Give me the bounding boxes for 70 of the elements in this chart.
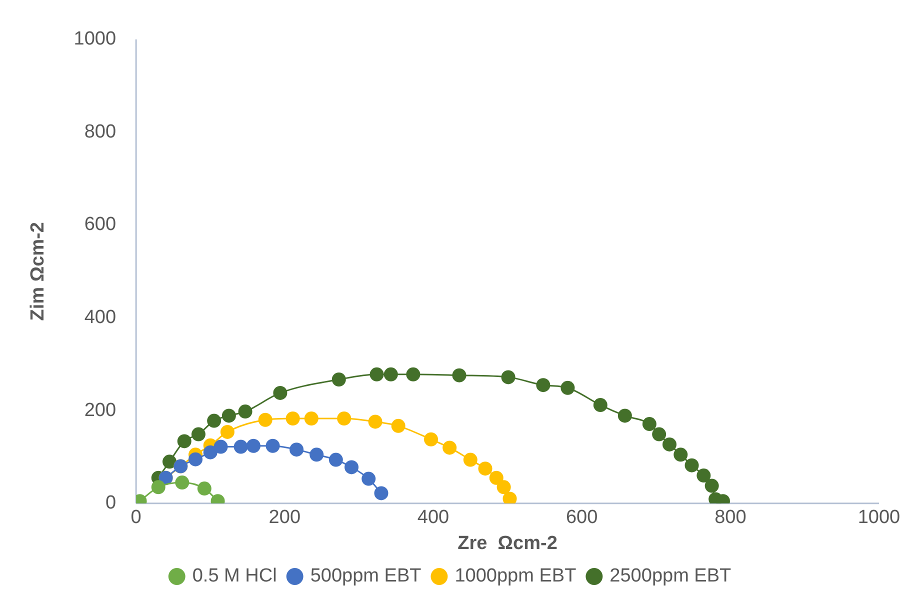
point <box>463 452 478 467</box>
point <box>374 486 388 500</box>
legend-label: 500ppm EBT <box>310 566 422 587</box>
point <box>684 458 699 472</box>
point <box>536 378 550 392</box>
point <box>162 454 176 469</box>
point <box>674 448 688 462</box>
point <box>234 440 248 454</box>
point <box>618 408 632 423</box>
y-axis-title: Zim Ωcm-2 <box>28 222 49 321</box>
legend-label: 1000ppm EBT <box>454 566 577 587</box>
point <box>489 470 504 485</box>
legend-label: 0.5 M HCl <box>192 566 277 587</box>
point <box>406 367 420 382</box>
point <box>328 452 343 467</box>
point <box>424 432 438 446</box>
point <box>442 440 457 455</box>
point <box>391 418 406 433</box>
point <box>197 482 212 496</box>
point <box>177 434 192 448</box>
x-tick-label: 1000 <box>858 507 900 528</box>
y-tick-label: 800 <box>84 121 116 142</box>
point <box>258 412 272 427</box>
point <box>304 411 318 426</box>
point <box>704 478 719 493</box>
y-tick-label: 400 <box>84 307 116 328</box>
point <box>273 386 288 400</box>
point <box>290 442 304 457</box>
point <box>266 438 280 453</box>
legend-label: 2500ppm EBT <box>610 566 732 587</box>
point <box>642 417 656 432</box>
x-tick-label: 800 <box>714 507 746 528</box>
point <box>384 367 398 382</box>
point <box>332 372 346 387</box>
point <box>191 427 206 442</box>
point <box>337 411 352 426</box>
point <box>175 476 190 490</box>
point <box>246 438 260 453</box>
x-tick-label: 600 <box>566 507 598 528</box>
point <box>478 462 492 476</box>
y-tick-label: 200 <box>84 400 116 421</box>
point <box>286 411 300 426</box>
point <box>238 404 252 419</box>
point <box>151 480 166 494</box>
point <box>222 408 236 423</box>
x-tick-label: 400 <box>417 507 450 528</box>
point <box>344 460 359 474</box>
point <box>593 398 608 412</box>
point <box>207 414 222 428</box>
point <box>370 367 384 382</box>
point <box>368 414 382 429</box>
point <box>496 480 511 494</box>
point <box>662 437 676 452</box>
x-tick-label: 0 <box>130 507 142 528</box>
x-tick-label: 200 <box>268 507 301 528</box>
point <box>310 448 324 462</box>
point <box>652 427 666 442</box>
point <box>188 452 202 466</box>
y-tick-label: 1000 <box>74 28 116 50</box>
point <box>214 440 228 454</box>
y-tick-label: 600 <box>84 214 116 236</box>
x-axis-title: Zre Ωcm-2 <box>458 532 558 554</box>
point <box>501 370 516 384</box>
point <box>452 368 466 382</box>
point <box>203 445 218 460</box>
point <box>220 424 234 439</box>
y-tick-label: 0 <box>105 492 116 514</box>
point <box>696 468 711 483</box>
point <box>560 380 575 395</box>
point <box>362 472 376 486</box>
